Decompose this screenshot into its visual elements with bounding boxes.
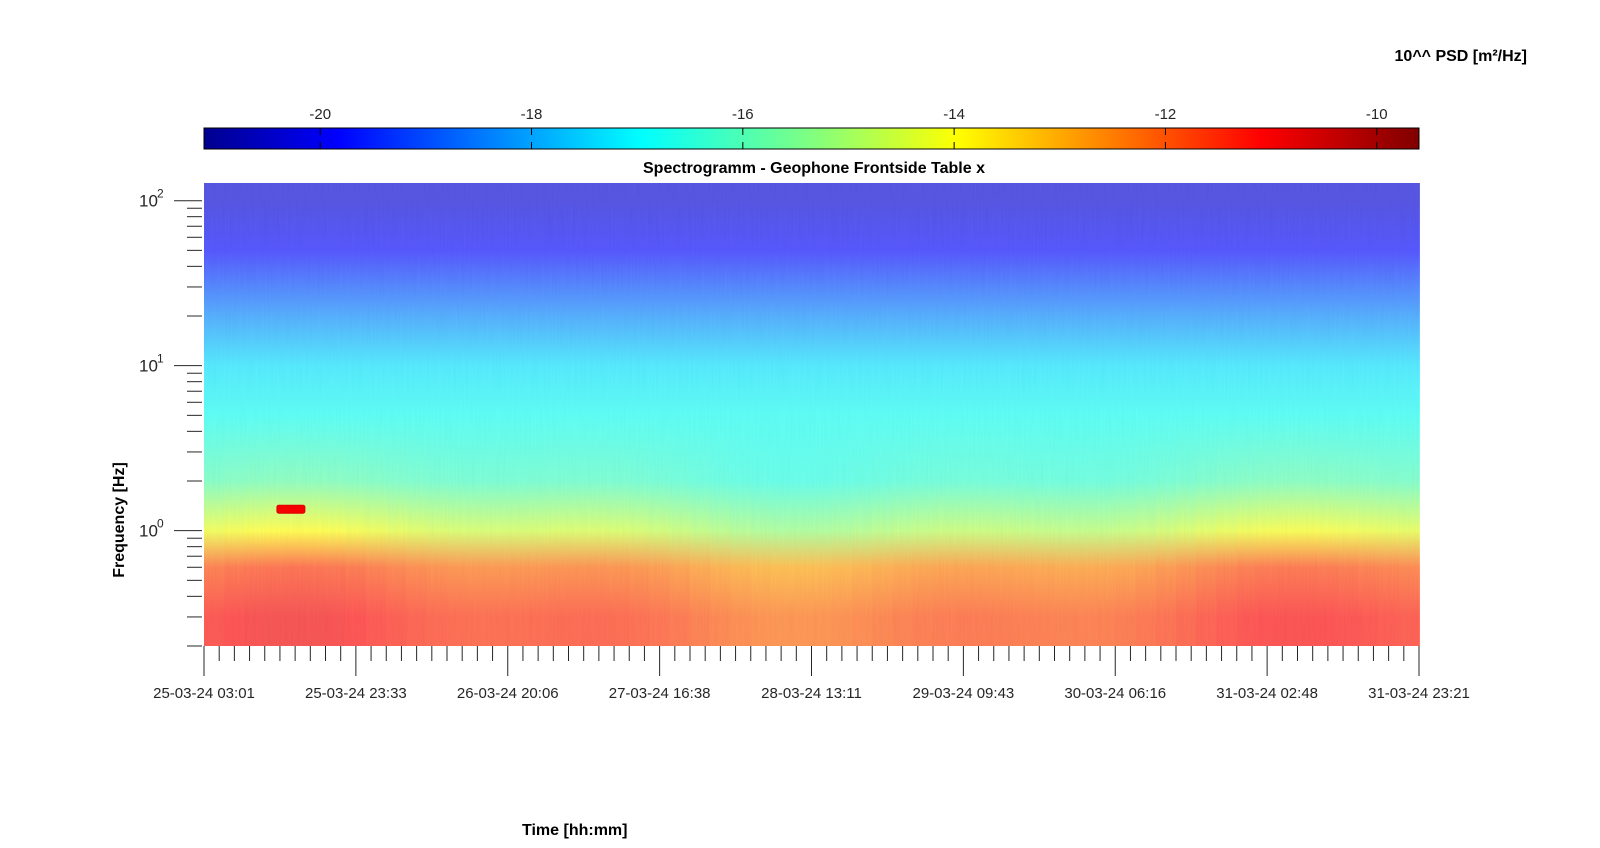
colorbar-tick-label: -10 — [1366, 106, 1388, 123]
colorbar-gradient — [203, 127, 1420, 150]
colorbar-tick-label: -20 — [309, 106, 331, 123]
x-tick-label: 27-03-24 16:38 — [609, 685, 711, 702]
x-tick-label: 31-03-24 23:21 — [1368, 685, 1470, 702]
x-tick-label: 29-03-24 09:43 — [913, 685, 1015, 702]
chart-title: Spectrogramm - Geophone Frontside Table … — [643, 160, 985, 177]
y-tick-label: 10 — [139, 192, 158, 211]
x-tick-label: 25-03-24 23:33 — [305, 685, 407, 702]
y-tick-exponent: 2 — [157, 187, 164, 201]
x-tick-label: 30-03-24 06:16 — [1064, 685, 1166, 702]
colorbar-tick-label: -12 — [1155, 106, 1177, 123]
y-tick-label: 10 — [139, 357, 158, 376]
event-mark — [276, 504, 306, 514]
x-tick-label: 31-03-24 02:48 — [1216, 685, 1318, 702]
colorbar: -20 -18 -16 -14 -12 -10 — [203, 106, 1420, 150]
plot-area — [204, 183, 1420, 646]
x-tick-label: 28-03-24 13:11 — [761, 685, 862, 702]
colorbar-tick-label: -16 — [732, 106, 754, 123]
event-marks — [276, 504, 306, 514]
y-axis-label: Frequency [Hz] — [111, 462, 128, 578]
colorbar-tick-label: -14 — [943, 106, 965, 123]
y-tick-label: 10 — [139, 522, 158, 541]
x-axis-label: Time [hh:mm] — [522, 822, 628, 839]
x-axis: 25-03-24 03:01 25-03-24 23:33 26-03-24 20:… — [153, 646, 1470, 702]
x-tick-label: 25-03-24 03:01 — [153, 685, 255, 702]
y-tick-exponent: 0 — [157, 517, 164, 531]
colorbar-label: 10^^ PSD [m²/Hz] — [1394, 48, 1527, 65]
texture-overlay — [204, 183, 1419, 646]
y-tick-exponent: 1 — [157, 352, 164, 366]
colorbar-tick-label: -18 — [521, 106, 543, 123]
colorbar-ticks: -20 -18 -16 -14 -12 -10 — [309, 106, 1388, 149]
x-tick-label: 26-03-24 20:06 — [457, 685, 559, 702]
